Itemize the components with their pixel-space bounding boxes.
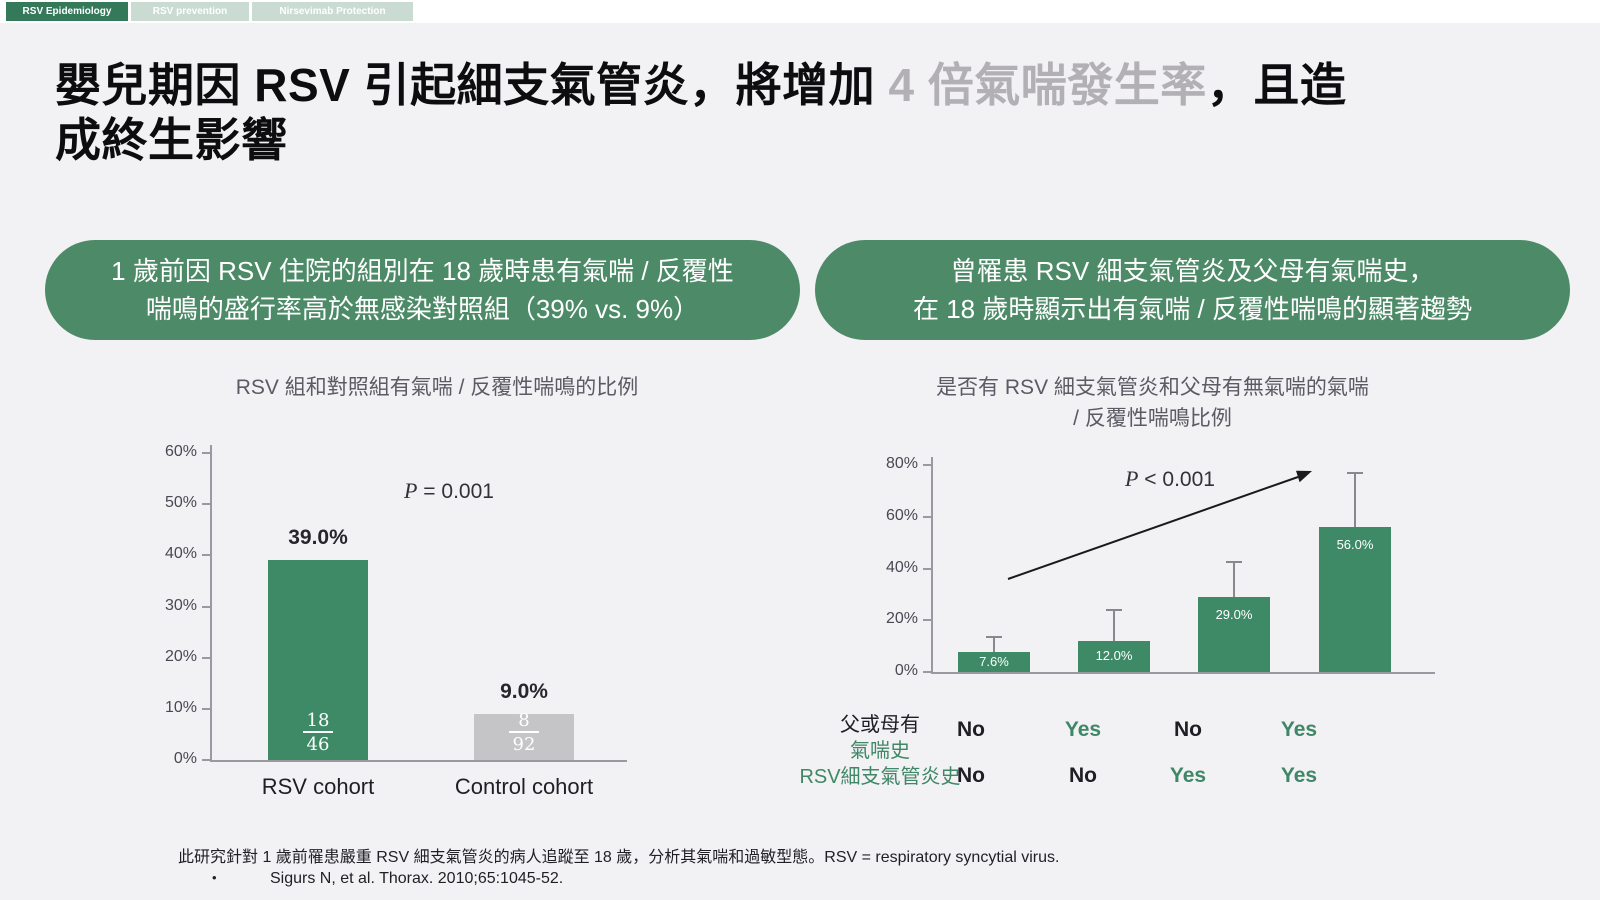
y-tick	[202, 759, 210, 761]
error-bar	[1113, 609, 1115, 641]
y-axis	[931, 457, 933, 672]
bar	[474, 713, 574, 760]
error-bar-cap	[986, 636, 1002, 639]
y-tick	[923, 464, 931, 466]
y-tick	[923, 515, 931, 518]
y-tick	[923, 567, 931, 570]
table-cell: No	[957, 718, 985, 741]
y-tick-label: 80%	[885, 455, 918, 472]
error-bar	[993, 637, 995, 653]
y-tick-label: 40%	[164, 545, 197, 563]
bar-value-label: 7.6%	[979, 654, 1009, 670]
title-part1: 嬰兒期因 RSV 引起細支氣管炎，將增加	[55, 59, 889, 111]
table-cell: Yes	[1169, 764, 1207, 787]
y-tick	[202, 503, 210, 506]
table-row-label: 父或母有 氣喘史	[750, 712, 1010, 764]
bar	[1319, 527, 1391, 672]
study-footnote: 此研究針對 1 歲前罹患嚴重 RSV 細支氣管炎的病人追蹤至 18 歲，分析其氣…	[178, 849, 1060, 866]
bar-value-label: 9.0%	[500, 679, 548, 703]
y-tick-label: 60%	[885, 506, 918, 524]
error-bar-cap	[1226, 561, 1242, 564]
table-cell: No	[957, 764, 985, 787]
table-row-label-line: 氣喘史	[850, 740, 910, 762]
tab-bar: RSV Epidemiology RSV prevention Nirsevim…	[0, 0, 1600, 23]
y-tick	[923, 619, 931, 622]
tab-rsv-epidemiology[interactable]: RSV Epidemiology	[6, 2, 128, 21]
p-value-text: < 0.001	[1138, 468, 1215, 491]
y-tick	[202, 656, 210, 659]
bar-value-label: 12.0%	[1095, 648, 1133, 664]
bar	[1078, 640, 1150, 672]
error-bar-cap	[1106, 608, 1122, 611]
table-row-label: RSV細支氣管炎史	[750, 764, 1010, 790]
x-category-label: RSV cohort	[261, 774, 375, 799]
p-value-text: = 0.001	[417, 480, 494, 503]
right-chart-p-value: P < 0.001	[1125, 466, 1215, 492]
y-tick	[202, 605, 210, 608]
y-tick-label: 20%	[885, 610, 918, 628]
left-chart-title: RSV 組和對照組有氣喘 / 反覆性喘鳴的比例	[235, 376, 639, 399]
p-symbol: P	[404, 478, 418, 503]
left-chart-p-value: P = 0.001	[404, 478, 494, 504]
y-tick-label: 50%	[164, 494, 197, 512]
table-cell: Yes	[1280, 718, 1318, 741]
bar-value-label: 39.0%	[288, 526, 348, 550]
bar-value-label: 29.0%	[1215, 606, 1253, 622]
y-tick	[202, 452, 210, 454]
y-tick-label: 40%	[885, 558, 918, 576]
bar-fraction: 18 46	[288, 710, 348, 755]
error-bar-cap	[1347, 471, 1363, 474]
bullet-icon: •	[212, 870, 217, 885]
fraction-numerator: 18	[306, 710, 330, 731]
y-tick-label: 30%	[164, 596, 197, 614]
table-row-label-line: RSV細支氣管炎史	[799, 766, 961, 788]
table-cell: No	[1174, 718, 1202, 741]
table-cell: Yes	[1280, 764, 1318, 787]
y-tick	[202, 554, 210, 557]
tab-nirsevimab-protection[interactable]: Nirsevimab Protection	[252, 2, 413, 21]
table-row-label-line: 父或母有	[840, 714, 920, 736]
bar-fraction: 8 92	[494, 710, 554, 755]
title-part2: ，且造 成終生影響	[55, 59, 1347, 167]
y-axis	[210, 445, 212, 760]
y-tick-label: 0%	[894, 662, 918, 679]
y-tick-label: 10%	[164, 698, 197, 716]
y-tick	[923, 671, 931, 673]
tab-rsv-prevention[interactable]: RSV prevention	[131, 2, 249, 21]
slide-title: 嬰兒期因 RSV 引起細支氣管炎，將增加 4 倍氣喘發生率，且造 成終生影響	[55, 58, 1525, 168]
y-tick-label: 60%	[164, 443, 197, 460]
x-axis	[931, 672, 1435, 674]
x-category-label: Control cohort	[454, 774, 594, 799]
y-tick-label: 0%	[173, 750, 197, 767]
reference-text: Sigurs N, et al. Thorax. 2010;65:1045-52…	[270, 870, 564, 887]
bar-value-label: 56.0%	[1336, 537, 1374, 553]
p-symbol: P	[1125, 466, 1139, 491]
fraction-denominator: 92	[508, 731, 540, 755]
title-highlight: 4 倍氣喘發生率	[888, 59, 1207, 111]
fraction-numerator: 8	[518, 710, 530, 731]
bar	[268, 560, 368, 760]
y-tick	[202, 707, 210, 710]
table-cell: Yes	[1064, 718, 1102, 741]
error-bar	[1354, 472, 1356, 528]
fraction-denominator: 46	[302, 731, 334, 755]
table-cell: No	[1069, 764, 1097, 787]
callout-left: 1 歲前因 RSV 住院的組別在 18 歲時患有氣喘 / 反覆性 喘鳴的盛行率高…	[45, 240, 800, 340]
y-tick-label: 20%	[164, 647, 197, 665]
right-chart-title: 是否有 RSV 細支氣管炎和父母有無氣喘的氣喘 / 反覆性喘鳴比例	[936, 376, 1369, 430]
bar	[958, 652, 1030, 672]
callout-right: 曾罹患 RSV 細支氣管炎及父母有氣喘史， 在 18 歲時顯示出有氣喘 / 反覆…	[815, 240, 1570, 340]
x-axis	[210, 760, 627, 762]
reference-citation: • Sigurs N, et al. Thorax. 2010;65:1045-5…	[212, 870, 563, 888]
error-bar	[1233, 562, 1235, 597]
bar	[1198, 596, 1270, 672]
